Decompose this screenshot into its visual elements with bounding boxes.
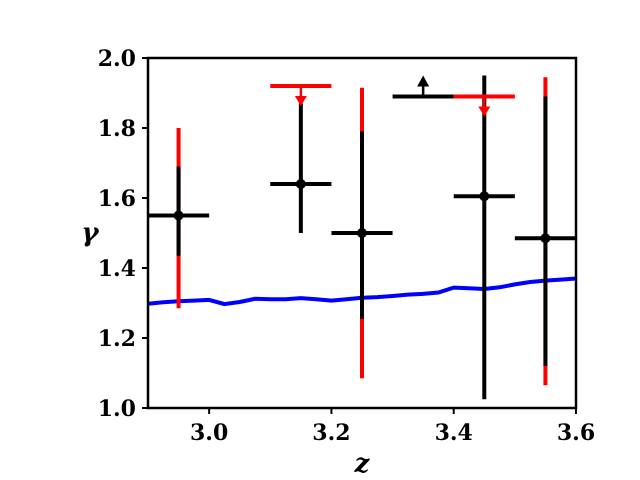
x-tick-label: 3.0 [190, 420, 228, 446]
data-point [479, 191, 490, 202]
x-tick-label: 3.6 [557, 420, 595, 446]
y-tick-label: 2.0 [98, 46, 136, 72]
y-tick-label: 1.0 [98, 396, 136, 422]
data-point [357, 228, 367, 238]
y-tick-label: 1.6 [98, 186, 136, 212]
data-point [295, 179, 306, 189]
data-point [173, 210, 184, 221]
y-axis-label: γ [81, 218, 100, 248]
y-tick-label: 1.2 [98, 326, 136, 352]
down-arrow-icon [294, 96, 307, 106]
x-tick-label: 3.4 [435, 420, 473, 446]
axis-ticks: 3.0 3.2 3.4 3.6 1.0 1.2 1.4 1.6 1.8 2.0 [98, 46, 595, 446]
x-tick-label: 3.2 [312, 420, 350, 446]
y-tick-label: 1.4 [98, 256, 136, 282]
down-arrow-icon [478, 106, 491, 117]
data-point [540, 233, 551, 244]
x-axis-label: z [354, 449, 371, 479]
plot-frame [146, 56, 578, 410]
up-arrow-icon [417, 75, 430, 87]
y-tick-label: 1.8 [98, 116, 136, 142]
chart-marks [147, 75, 577, 400]
